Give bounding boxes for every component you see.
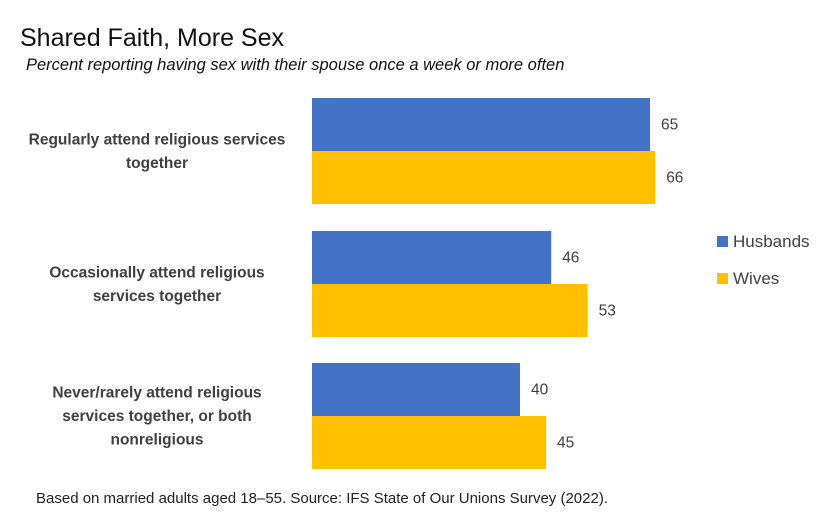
data-label: 53 [599,303,616,320]
category-label: services together, or both [62,408,252,425]
legend-swatch-wives [717,273,728,284]
category-label: together [126,155,188,172]
chart-title: Shared Faith, More Sex [20,24,285,52]
chart-subtitle: Percent reporting having sex with their … [26,56,564,74]
category-label: Never/rarely attend religious [52,385,261,402]
legend-label-husbands: Husbands [733,232,810,251]
plot-area: Regularly attend religious services toget… [29,98,683,469]
data-label: 66 [666,170,683,187]
bar-husbands [312,98,650,151]
legend-swatch-husbands [717,236,728,247]
legend: Husbands Wives [717,232,810,288]
source-note: Based on married adults aged 18–55. Sour… [36,490,608,507]
category-label: Regularly attend religious services [29,131,286,148]
category-label: nonreligious [111,432,204,449]
legend-label-wives: Wives [733,269,779,288]
bar-husbands [312,363,520,416]
bar-wives [312,151,656,204]
data-label: 40 [531,382,549,399]
bar-husbands [312,231,552,284]
data-label: 45 [557,435,574,452]
bar-wives [312,284,588,337]
category-label: services together [93,288,221,305]
data-label: 65 [661,117,678,134]
data-label: 46 [562,250,579,267]
category-label: Occasionally attend religious [49,264,264,281]
bar-wives [312,416,546,469]
